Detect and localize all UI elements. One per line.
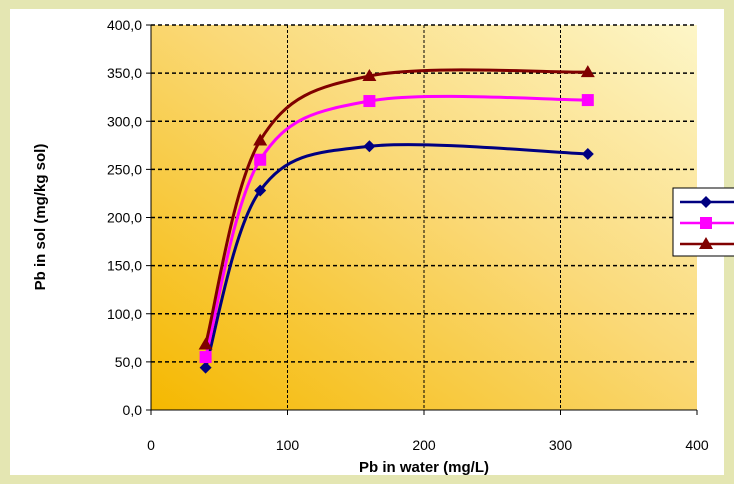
x-axis-title: Pb in water (mg/L) (359, 459, 489, 476)
series-2-point (199, 351, 212, 364)
series-3-point (253, 133, 268, 146)
series-1-point (363, 140, 376, 153)
y-tick-label: 50,0 (115, 354, 142, 370)
y-tick-label: 200,0 (107, 210, 142, 226)
series-1-point (581, 147, 594, 160)
axes (146, 24, 698, 415)
legend (672, 187, 734, 257)
series-3-line (204, 68, 588, 345)
y-tick-label: 0,0 (123, 402, 143, 418)
x-tick-label: 100 (276, 437, 300, 453)
y-tick-label: 100,0 (107, 306, 142, 322)
legend-series-1-marker (700, 196, 712, 208)
legend-series-3-marker (699, 237, 713, 249)
x-tick-label: 0 (147, 437, 155, 453)
series-3-point (580, 65, 595, 78)
gridlines (151, 24, 697, 410)
series-1-point (199, 361, 212, 374)
y-axis-title: Pb in sol (mg/kg sol) (32, 144, 49, 291)
series (198, 65, 595, 374)
series-2-point (363, 95, 376, 108)
y-tick-label: 300,0 (107, 113, 142, 129)
y-tick-label: 400,0 (107, 17, 142, 33)
series-3-point (198, 337, 213, 350)
y-tick-label: 150,0 (107, 258, 142, 274)
series-3-point (362, 69, 377, 82)
x-tick-label: 300 (549, 437, 573, 453)
series-2-line (204, 94, 588, 358)
y-tick-label: 350,0 (107, 65, 142, 81)
x-tick-label: 400 (685, 437, 709, 453)
series-1-line (204, 143, 588, 369)
series-2-point (254, 153, 267, 166)
legend-series-2-marker (700, 217, 712, 229)
tick-labels: 0,0 50,0 100,0 150,0 200,0 250,0 300,0 350,0 400… (107, 17, 709, 453)
x-tick-label: 200 (412, 437, 436, 453)
series-2-point (581, 94, 594, 107)
series-1-point (254, 184, 267, 197)
y-tick-label: 250,0 (107, 161, 142, 177)
